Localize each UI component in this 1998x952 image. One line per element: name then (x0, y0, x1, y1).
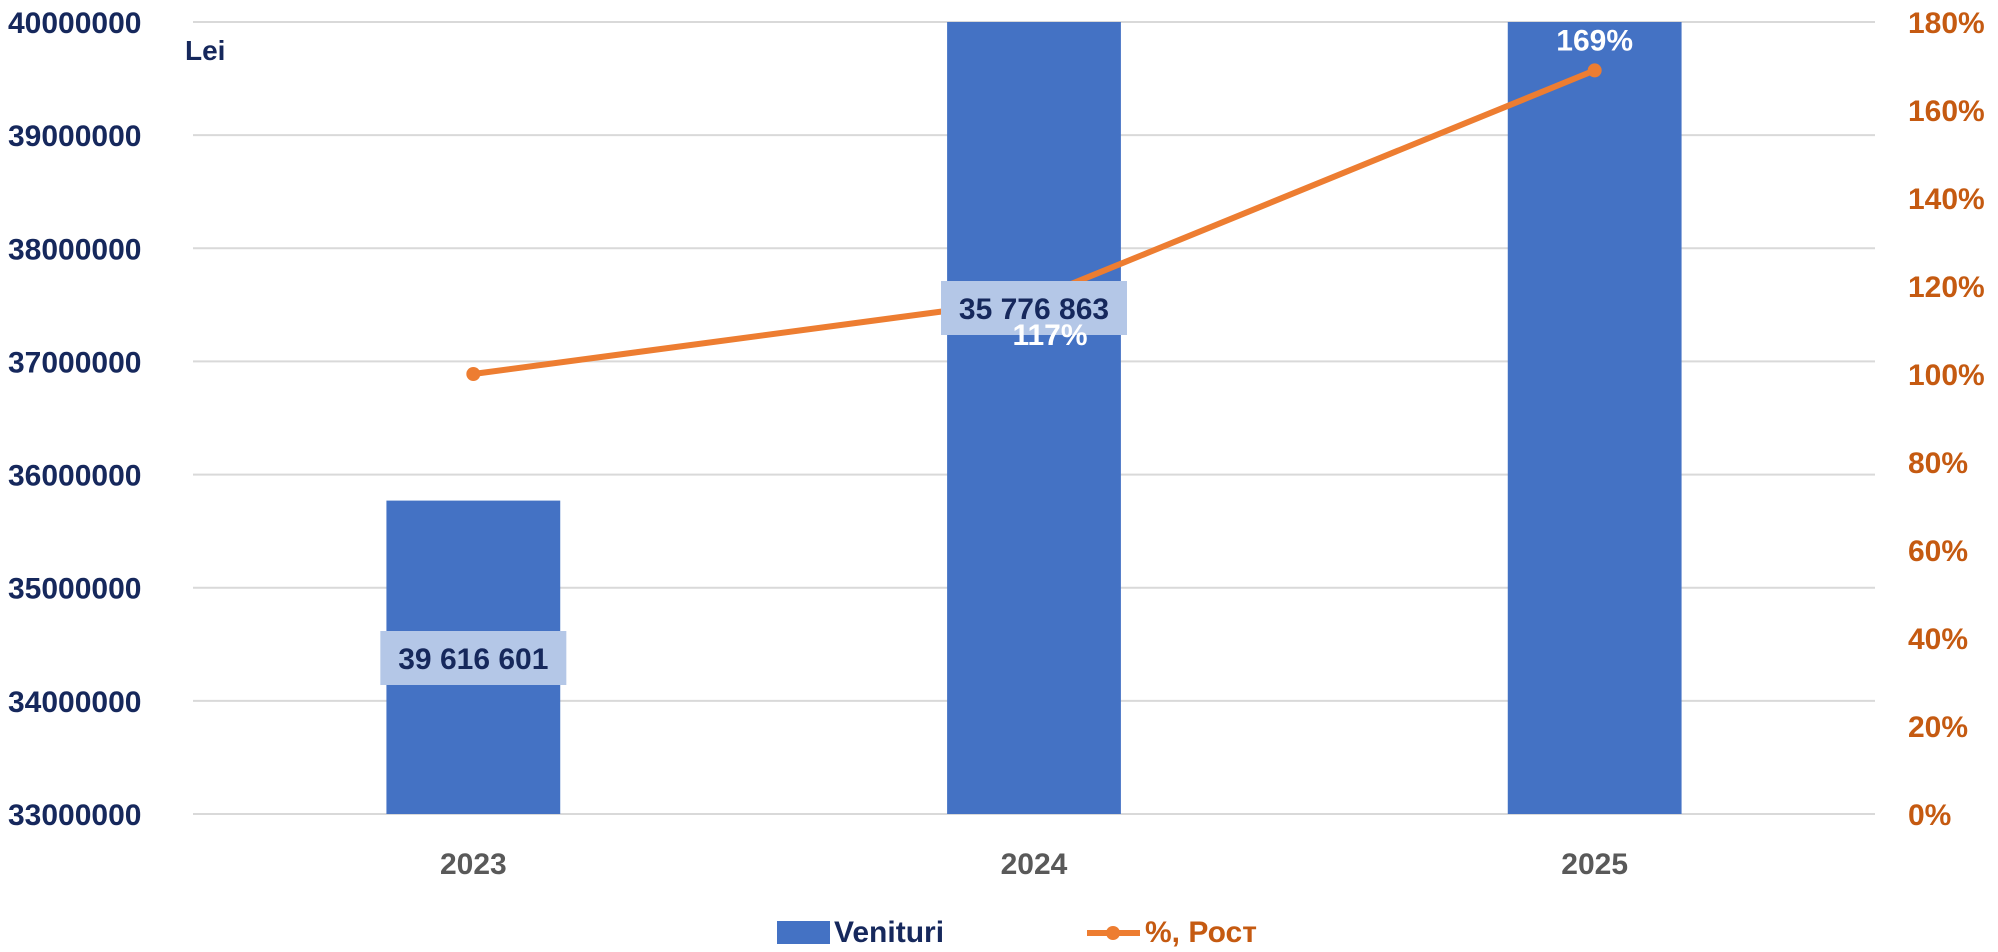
y-left-tick-label: 35000000 (8, 573, 141, 606)
y-left-tick-label: 36000000 (8, 460, 141, 493)
bar-data-label: 39 616 601 (398, 643, 548, 676)
x-axis: 2023 2024 2025 (440, 848, 1628, 881)
legend-swatch-bar (777, 921, 830, 944)
legend-label-line: %, Рост (1145, 916, 1257, 949)
y-right-tick-label: 100% (1908, 359, 1985, 392)
line-data-label: 169% (1556, 24, 1633, 57)
y-left-tick-label: 37000000 (8, 346, 141, 379)
y-right-tick-label: 60% (1908, 535, 1968, 568)
y-left-tick-label: 39000000 (8, 120, 141, 153)
y-left-tick-label: 34000000 (8, 686, 141, 719)
x-tick-label: 2023 (440, 848, 507, 881)
y-axis-right: 180% 160% 140% 120% 100% 80% 60% 40% 20% 0% (1908, 7, 1985, 832)
legend-label-bar: Venituri (834, 916, 944, 949)
y-unit-label: Lei (185, 35, 225, 66)
y-left-tick-label: 40000000 (8, 7, 141, 40)
y-right-tick-label: 20% (1908, 711, 1968, 744)
y-right-tick-label: 160% (1908, 95, 1985, 128)
y-left-tick-label: 33000000 (8, 799, 141, 832)
y-axis-left: 40000000 39000000 38000000 37000000 36000000… (8, 7, 141, 832)
y-right-tick-label: 80% (1908, 447, 1968, 480)
line-point (466, 367, 481, 381)
bar-data-label-box (941, 281, 1127, 335)
bar-data-label: 35 776 863 (959, 293, 1109, 326)
y-right-tick-label: 0% (1908, 799, 1951, 832)
x-tick-label: 2024 (1001, 848, 1068, 881)
bar-data-label-box (380, 631, 567, 685)
y-right-tick-label: 120% (1908, 271, 1985, 304)
y-right-tick-label: 180% (1908, 7, 1985, 40)
y-right-tick-label: 40% (1908, 623, 1968, 656)
legend: Venituri %, Рост (777, 916, 1257, 949)
y-right-tick-label: 140% (1908, 183, 1985, 216)
line-point (1587, 63, 1602, 78)
bar (1507, 22, 1682, 814)
bar (947, 22, 1121, 814)
x-tick-label: 2025 (1561, 848, 1628, 881)
line-data-label: 117% (1012, 319, 1087, 352)
bar-series (386, 22, 1682, 814)
y-left-tick-label: 38000000 (8, 233, 141, 266)
legend-swatch-marker (1106, 926, 1120, 940)
